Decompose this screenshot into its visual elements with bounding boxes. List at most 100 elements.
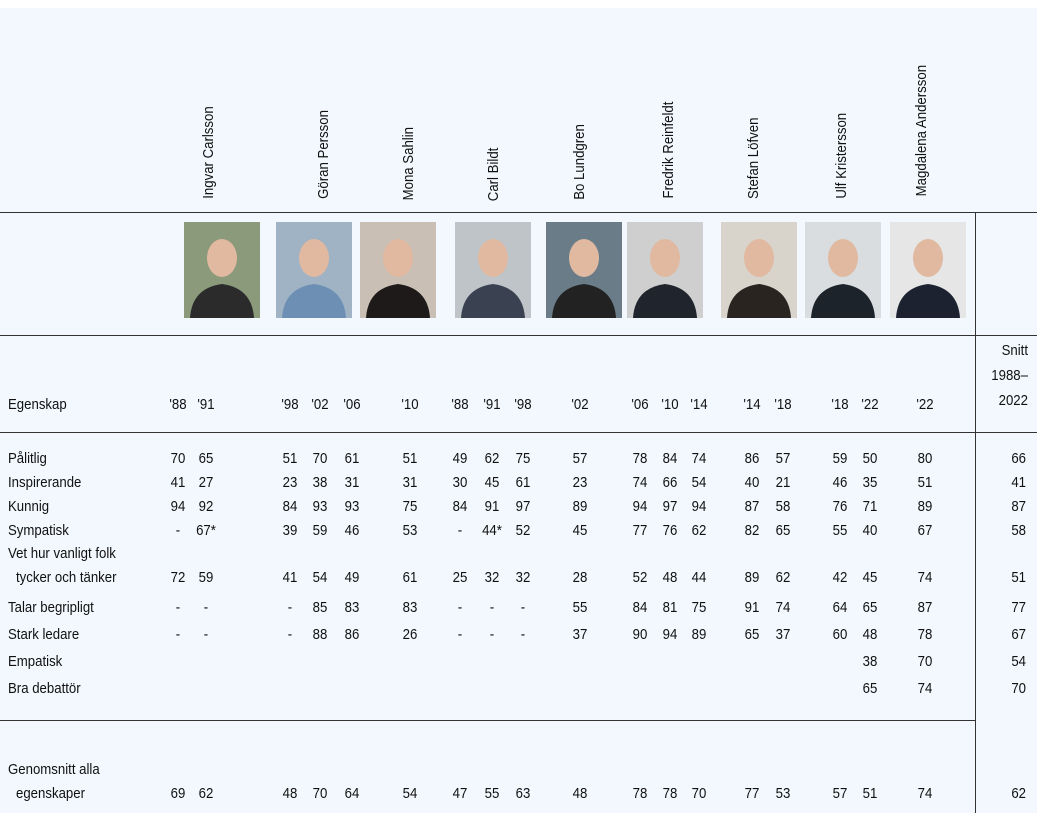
cell: 40 (745, 474, 760, 492)
portrait (805, 222, 881, 318)
cell: 45 (863, 569, 878, 587)
year-header: '10 (661, 396, 678, 414)
cell: 51 (863, 785, 878, 803)
cell: 65 (776, 522, 791, 540)
cell: 59 (313, 522, 328, 540)
cell: 89 (745, 569, 760, 587)
cell: 72 (171, 569, 186, 587)
cell: 30 (453, 474, 468, 492)
cell: 46 (345, 522, 360, 540)
cell: 51 (918, 474, 933, 492)
cell: 74 (633, 474, 648, 492)
cell: 47 (453, 785, 468, 803)
cell: 44 (692, 569, 707, 587)
year-header: '18 (831, 396, 848, 414)
cell: 61 (403, 569, 418, 587)
cell: 67 (918, 522, 933, 540)
cell: 54 (692, 474, 707, 492)
divider (975, 212, 976, 813)
cell: 54 (313, 569, 328, 587)
cell: 35 (863, 474, 878, 492)
cell: 50 (863, 450, 878, 468)
cell: 70 (1011, 680, 1026, 698)
cell: 62 (692, 522, 707, 540)
cell: 55 (573, 599, 588, 617)
cell: 48 (573, 785, 588, 803)
cell: 74 (776, 599, 791, 617)
cell: 71 (863, 498, 878, 516)
cell: 31 (345, 474, 360, 492)
cell: 78 (918, 626, 933, 644)
year-header: '02 (571, 396, 588, 414)
cell: 64 (833, 599, 848, 617)
cell: 52 (633, 569, 648, 587)
row-label: Vet hur vanligt folk (8, 545, 116, 563)
cell: 97 (516, 498, 531, 516)
cell: 23 (573, 474, 588, 492)
cell: 70 (313, 450, 328, 468)
cell: 39 (283, 522, 298, 540)
cell: 32 (516, 569, 531, 587)
cell: 58 (776, 498, 791, 516)
cell: 87 (1011, 498, 1026, 516)
portrait (276, 222, 352, 318)
cell: 25 (453, 569, 468, 587)
cell: 66 (663, 474, 678, 492)
cell: 75 (403, 498, 418, 516)
cell: 74 (918, 569, 933, 587)
cell: 92 (199, 498, 214, 516)
cell: 89 (573, 498, 588, 516)
row-label: Kunnig (8, 498, 49, 516)
cell: 57 (833, 785, 848, 803)
cell: 89 (918, 498, 933, 516)
cell: 28 (573, 569, 588, 587)
person-name: Carl Bildt (485, 148, 502, 202)
cell: 86 (345, 626, 360, 644)
cell: 90 (633, 626, 648, 644)
cell: - (176, 522, 180, 540)
year-header: '18 (774, 396, 791, 414)
cell: 82 (745, 522, 760, 540)
cell: 42 (833, 569, 848, 587)
cell: 74 (692, 450, 707, 468)
cell: 70 (918, 653, 933, 671)
cell: 55 (485, 785, 500, 803)
cell: 89 (692, 626, 707, 644)
row-label: Empatisk (8, 653, 62, 671)
average-header: Snitt (1002, 342, 1028, 360)
portrait (546, 222, 622, 318)
cell: 75 (516, 450, 531, 468)
year-header: '06 (343, 396, 360, 414)
cell: 31 (403, 474, 418, 492)
cell: 58 (1011, 522, 1026, 540)
year-header: '22 (861, 396, 878, 414)
cell: 84 (663, 450, 678, 468)
cell: 41 (283, 569, 298, 587)
cell: 32 (485, 569, 500, 587)
cell: 49 (453, 450, 468, 468)
cell: 38 (313, 474, 328, 492)
divider (0, 212, 1037, 213)
year-header: '91 (483, 396, 500, 414)
year-header: '88 (451, 396, 468, 414)
person-name: Stefan Löfven (745, 118, 762, 199)
cell: 77 (745, 785, 760, 803)
cell: 65 (199, 450, 214, 468)
cell: 38 (863, 653, 878, 671)
cell: 94 (171, 498, 186, 516)
year-header: '98 (281, 396, 298, 414)
cell: 74 (918, 785, 933, 803)
cell: 62 (485, 450, 500, 468)
cell: 64 (345, 785, 360, 803)
cell: 54 (403, 785, 418, 803)
cell: 44* (482, 522, 502, 540)
cell: 41 (1011, 474, 1026, 492)
year-header: '98 (514, 396, 531, 414)
cell: 81 (663, 599, 678, 617)
cell: 94 (633, 498, 648, 516)
cell: - (288, 626, 292, 644)
cell: 46 (833, 474, 848, 492)
person-name: Bo Lundgren (571, 124, 588, 200)
cell: 86 (745, 450, 760, 468)
cell: 57 (776, 450, 791, 468)
